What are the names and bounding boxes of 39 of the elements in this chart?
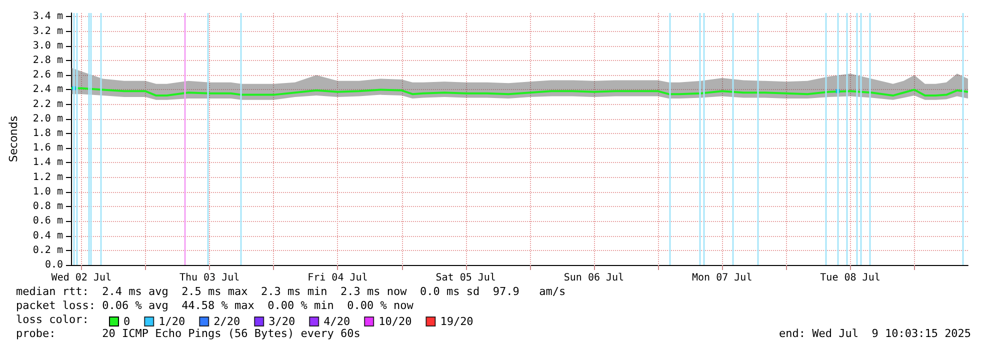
y-tick-label: 1.0 m — [32, 186, 63, 198]
y-tick-label: 0.2 m — [32, 244, 63, 256]
line-series — [70, 87, 969, 97]
y-tick-label: 2.4 m — [32, 84, 63, 96]
x-tick-label: Thu 03 Jul — [179, 272, 240, 284]
text: median rtt: 2.4 ms avg 2.5 ms max 2.3 ms min 2.3 ms now 0.0 ms sd 97.9 am/s — [16, 285, 566, 298]
y-tick-label: 1.2 m — [32, 172, 63, 183]
text: packet loss: 0.06 % avg 44.58 % max 0.00 % min 0.00 % now — [16, 299, 414, 312]
legend-label: 2/20 — [214, 315, 240, 328]
y-tick-label: 0.4 m — [32, 230, 63, 242]
legend-label: 10/20 — [378, 315, 412, 328]
y-tick-label: 1.8 m — [32, 128, 63, 140]
text: loss color: — [16, 313, 89, 326]
y-tick-label: 2.8 m — [32, 54, 63, 66]
legend-label: 4/20 — [324, 315, 350, 328]
y-axis-title: Seconds — [7, 116, 20, 162]
legend-label: 1/20 — [158, 315, 186, 328]
y-tick-label: 1.6 m — [32, 142, 63, 154]
legend-label: 3/20 — [268, 315, 296, 328]
legend-label: 0 — [124, 315, 130, 328]
y-tick-label: 3.2 m — [32, 26, 63, 37]
legend-label: 19/20 — [440, 315, 474, 328]
y-tick-label: 3.4 m — [32, 11, 63, 22]
x-tick-label: Tue 08 Jul — [820, 272, 880, 284]
y-tick-label: 0.8 m — [32, 201, 63, 212]
x-tick-label: Fri 04 Jul — [308, 272, 368, 284]
y-tick-label: 1.4 m — [32, 157, 63, 168]
y-tick-label: 2.0 m — [32, 113, 63, 124]
y-tick-label: 2.6 m — [32, 70, 63, 81]
text: end: Wed Jul 9 10:03:15 2025 — [779, 327, 972, 340]
y-tick-label: 0.6 m — [32, 216, 63, 227]
y-tick-label: 0.0 — [44, 260, 63, 270]
text: probe: 20 ICMP Echo Pings (56 Bytes) every 60s — [16, 327, 360, 340]
y-tick-label: 2.2 m — [32, 98, 63, 110]
x-tick-label: Wed 02 Jul — [51, 272, 112, 284]
x-tick-label: Mon 07 Jul — [692, 272, 752, 284]
y-tick-label: 3.0 m — [32, 40, 63, 52]
x-tick-label: Sat 05 Jul — [436, 272, 496, 284]
x-tick-label: Sun 06 Jul — [564, 272, 624, 284]
